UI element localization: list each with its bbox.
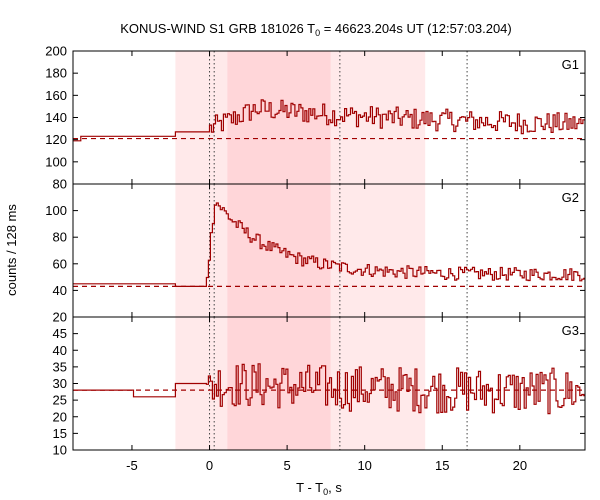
y-tick-label-g2: 20 [53,310,67,325]
x-tick-label: -5 [126,458,138,473]
y-tick-label-g1: 140 [45,110,67,125]
y-tick-label-g3: 25 [53,393,67,408]
panel-label-g2: G2 [562,190,579,205]
x-tick-label: 20 [513,458,527,473]
y-tick-label-boundary: 80 [53,177,67,192]
shaded-interval-2-g1 [227,51,331,184]
x-tick-label: 5 [283,458,290,473]
y-tick-label-g2: 60 [53,256,67,271]
light-curve-g1 [73,99,586,142]
y-tick-label-g1: 200 [45,44,67,59]
y-tick-label-g3: 30 [53,376,67,391]
y-tick-label-g1: 120 [45,132,67,147]
panel-label-g1: G1 [562,57,579,72]
y-tick-label-g1: 100 [45,154,67,169]
y-tick-label-g3: 45 [53,326,67,341]
y-tick-label-g3: 35 [53,359,67,374]
shaded-interval-2-g3 [227,317,331,450]
y-tick-label-g2: 100 [45,203,67,218]
y-tick-label-g1: 180 [45,66,67,81]
x-axis-label: T - T0, s [296,480,342,497]
y-tick-label-g3: 40 [53,343,67,358]
light-curve-g2 [73,202,585,287]
plot-area: 100120140160180200G120406080100G21015202… [45,44,586,473]
x-tick-label: 0 [206,458,213,473]
x-tick-label: 10 [357,458,371,473]
y-tick-label-g3: 10 [53,443,67,458]
y-tick-label-g3: 15 [53,426,67,441]
light-curve-g3 [73,363,585,415]
y-tick-label-g3: 20 [53,409,67,424]
panel-label-g3: G3 [562,323,579,338]
y-tick-label-g1: 160 [45,88,67,103]
shaded-interval-2-g2 [227,184,331,317]
y-tick-label-g2: 40 [53,283,67,298]
y-tick-label-g2: 80 [53,230,67,245]
chart-title: KONUS-WIND S1 GRB 181026 T0 = 46623.204s… [120,21,512,38]
x-tick-label: 15 [435,458,449,473]
y-axis-label: counts / 128 ms [4,204,19,296]
